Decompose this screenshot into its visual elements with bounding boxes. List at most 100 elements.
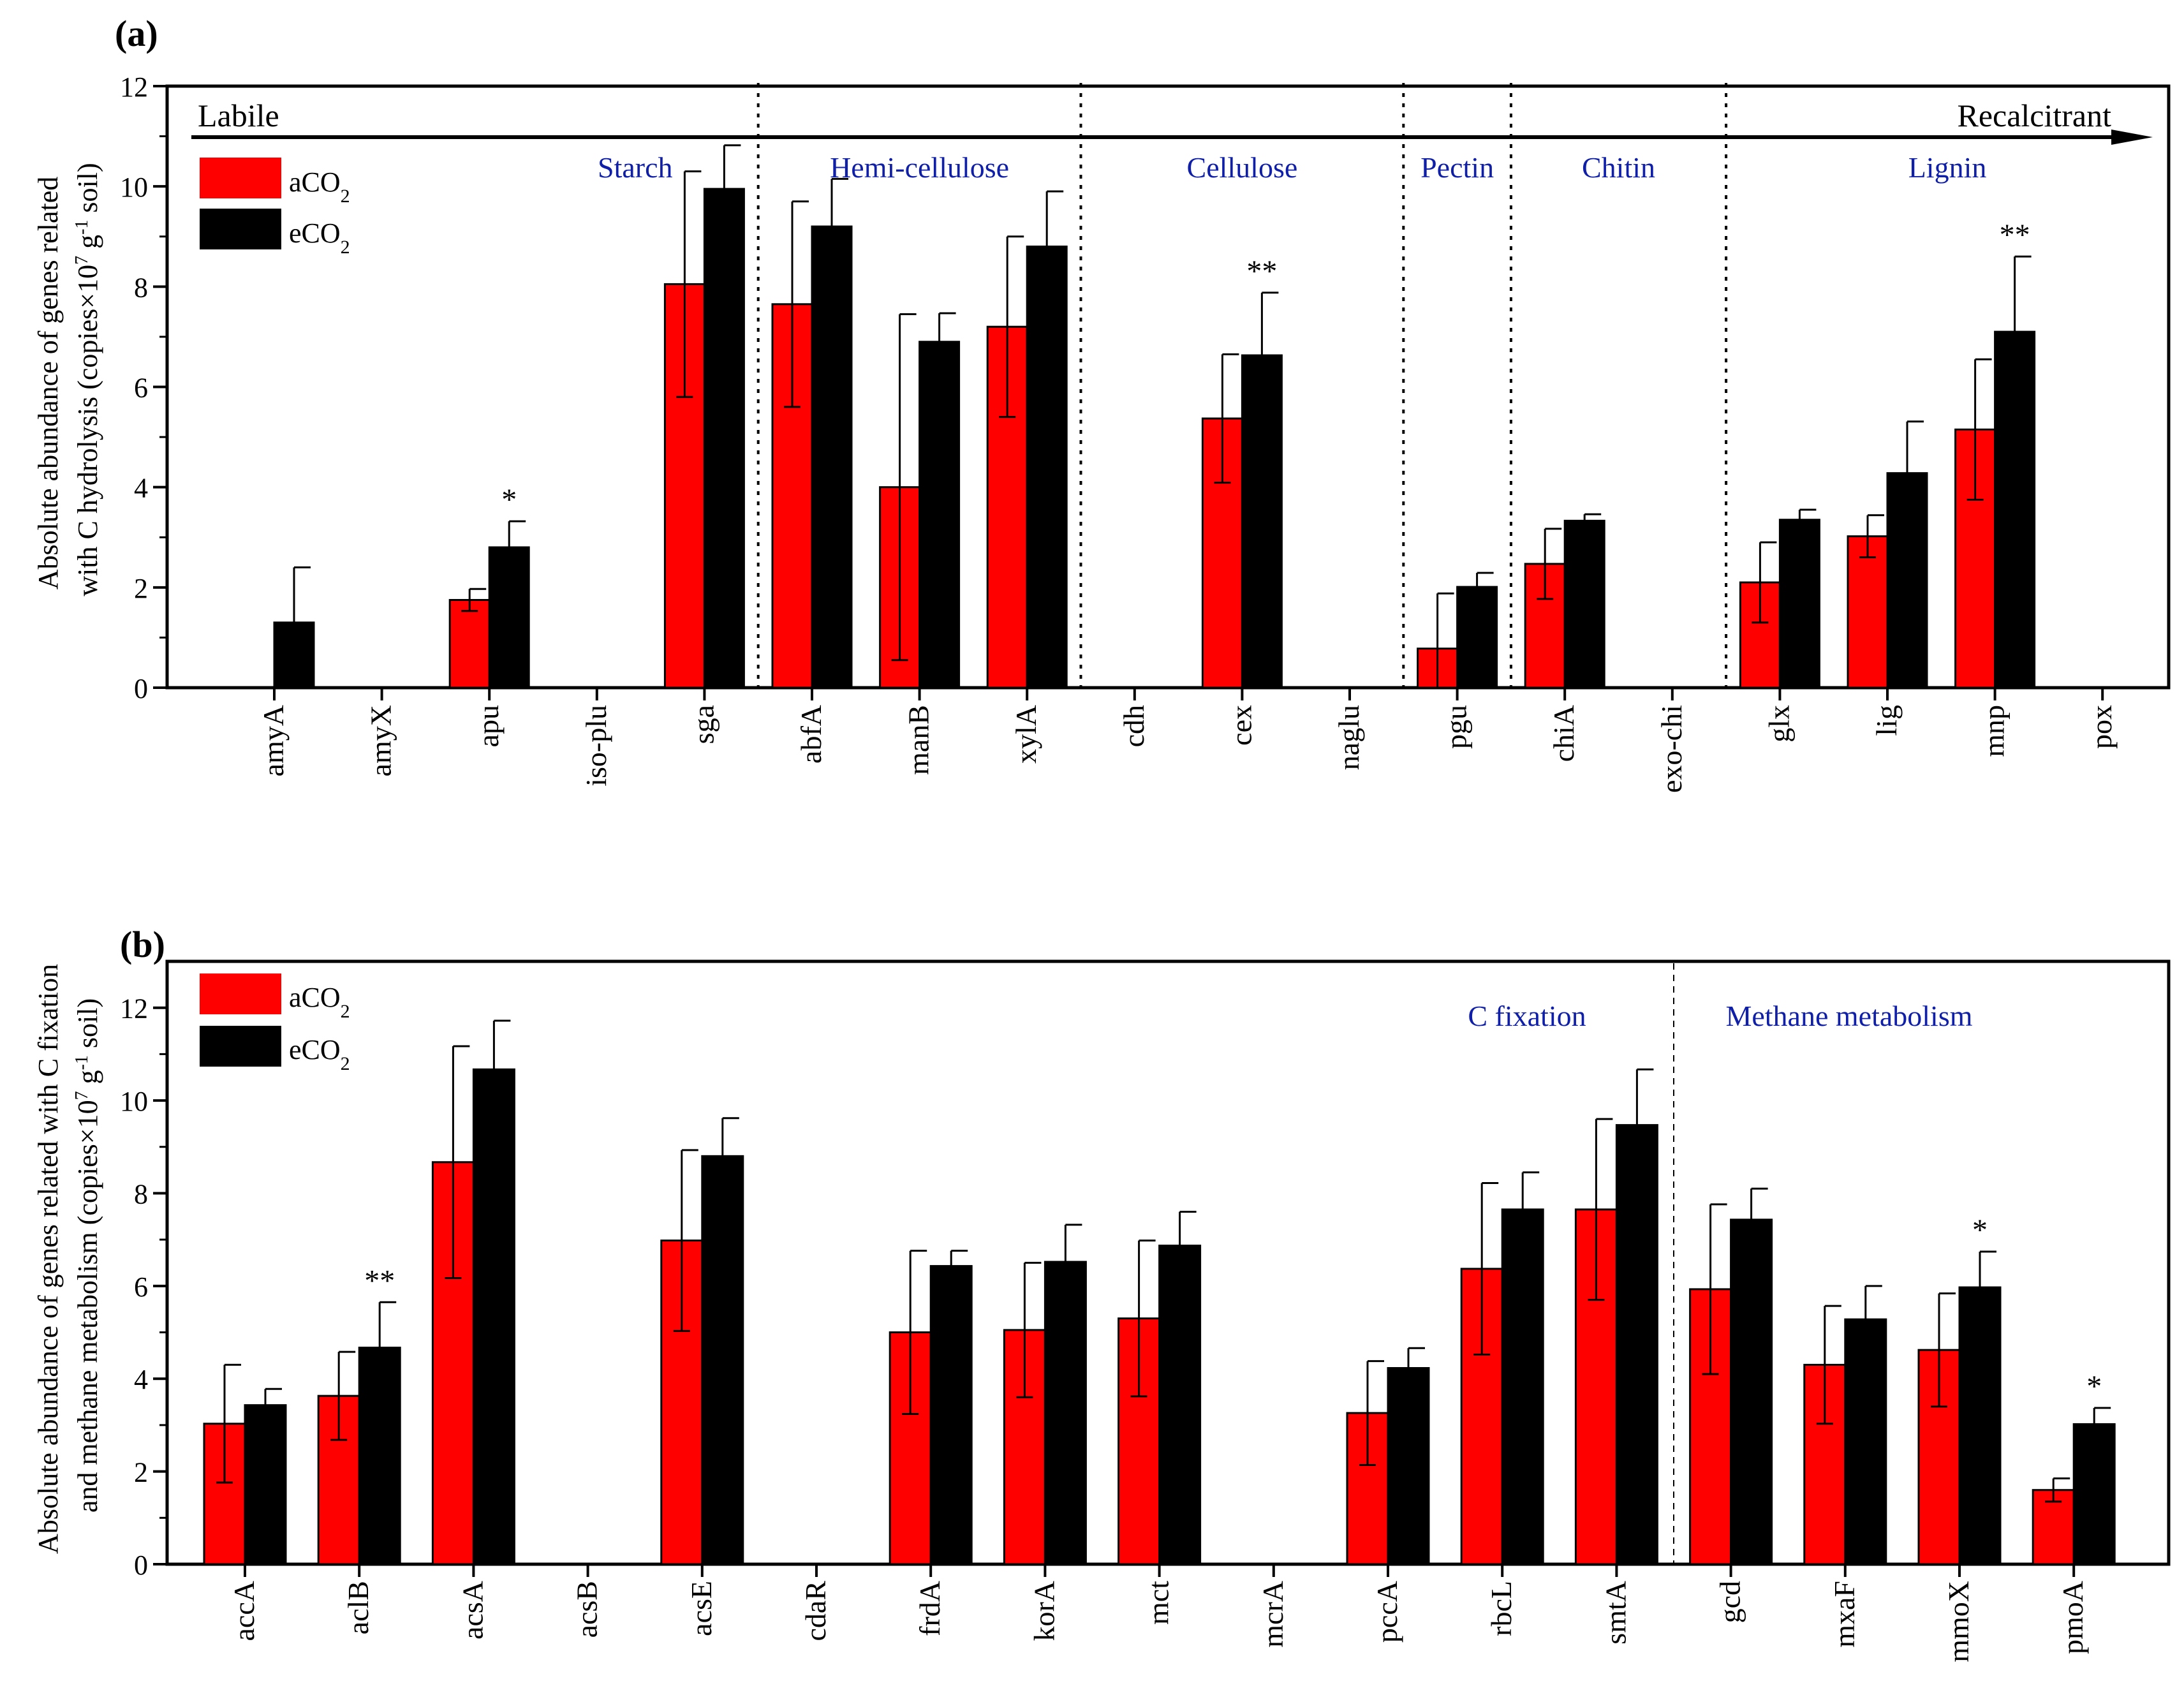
y-tick-label: 0 [134, 673, 148, 704]
x-tick-label: rbcL [1485, 1581, 1517, 1636]
bar-eCO2-aclB [358, 1347, 401, 1565]
y-axis-title-line1: Absolute abundance of genes related with… [33, 964, 64, 1554]
y-tick-label: 6 [134, 373, 148, 404]
y-tick-label: 0 [134, 1550, 148, 1581]
bar-eCO2-mmoX [1958, 1286, 2002, 1565]
legend-label-eCO2: eCO2 [289, 1034, 350, 1074]
region-label: Starch [598, 151, 673, 184]
bar-eCO2-gcd [1730, 1218, 1773, 1565]
x-tick-label: cex [1225, 705, 1257, 746]
x-tick-label: frdA [913, 1581, 946, 1636]
region-label: Hemi-cellulose [830, 151, 1009, 184]
region-label: Pectin [1420, 151, 1494, 184]
x-tick-label: amyX [365, 705, 397, 776]
y-axis-title-line2: with C hydrolysis (copies×107 g-1 soil) [72, 163, 104, 596]
bar-eCO2-pgu [1456, 586, 1498, 689]
region-label: Methane metabolism [1725, 1000, 1972, 1032]
bar-eCO2-glx [1778, 519, 1820, 689]
x-tick-label: pccA [1371, 1581, 1403, 1643]
x-tick-label: pgu [1440, 705, 1473, 749]
legend-swatch-eCO2 [200, 209, 281, 249]
legend-swatch-aCO2 [200, 158, 281, 198]
x-tick-label: aclB [342, 1581, 374, 1634]
x-tick-label: naglu [1332, 705, 1365, 770]
x-tick-label: mmoX [1942, 1581, 1975, 1662]
bar-eCO2-korA [1044, 1261, 1087, 1565]
significance-mark: ** [2000, 218, 2030, 252]
x-tick-label: acsE [685, 1581, 718, 1636]
y-tick-label: 6 [134, 1271, 148, 1303]
x-tick-label: pmoA [2056, 1581, 2089, 1654]
x-tick-label: acsA [456, 1581, 489, 1639]
x-tick-label: xylA [1010, 705, 1042, 764]
bar-eCO2-mct [1158, 1245, 1202, 1565]
bar-eCO2-manB [919, 341, 961, 689]
y-tick-label: 10 [120, 172, 148, 203]
x-tick-label: amyA [257, 705, 290, 776]
significance-mark: ** [1246, 255, 1277, 288]
x-tick-label: cdaR [799, 1581, 832, 1641]
bar-eCO2-acsA [472, 1068, 515, 1565]
x-tick-label: apu [472, 705, 505, 747]
x-tick-label: manB [903, 705, 935, 775]
y-tick-label: 10 [120, 1086, 148, 1117]
x-tick-label: iso-plu [580, 705, 612, 787]
region-label: C fixation [1468, 1000, 1586, 1032]
x-tick-label: smtA [1599, 1581, 1632, 1645]
bar-eCO2-pccA [1387, 1367, 1430, 1565]
y-tick-label: 12 [120, 993, 148, 1025]
arrow-head [2111, 130, 2153, 145]
x-tick-label: exo-chi [1655, 705, 1688, 793]
y-axis-title-line2: and methane metabolism (copies×107 g-1 s… [72, 998, 104, 1513]
bar-eCO2-amyA [273, 621, 315, 689]
y-tick-label: 12 [120, 71, 148, 103]
significance-mark: ** [364, 1264, 395, 1298]
bar-aCO2-apu [448, 598, 491, 689]
x-tick-label: mcrA [1257, 1581, 1289, 1648]
significance-mark: * [501, 483, 517, 517]
significance-mark: * [1972, 1213, 1988, 1247]
bar-eCO2-mxaF [1844, 1318, 1887, 1565]
panel-b: (b) Absolute abundance of genes related … [33, 924, 2171, 1662]
x-tick-label: pox [2085, 705, 2118, 749]
bar-eCO2-acsE [701, 1155, 744, 1565]
bar-eCO2-accA [244, 1404, 287, 1565]
x-tick-label: accA [228, 1581, 260, 1641]
panel-a: (a) Absolute abundance of genes related … [33, 13, 2171, 793]
x-tick-label: lig [1870, 705, 1903, 736]
legend: aCO2 eCO2 [200, 158, 350, 258]
legend-label-aCO2: aCO2 [289, 166, 350, 207]
significance-mark: * [2086, 1370, 2102, 1403]
bar-eCO2-pmoA [2072, 1423, 2116, 1565]
region-label: Cellulose [1187, 151, 1298, 184]
legend-swatch-aCO2 [200, 973, 281, 1014]
bar-aCO2-lig [1847, 535, 1889, 689]
x-tick-label: acsB [571, 1581, 603, 1638]
x-tick-label: mnp [1978, 705, 2011, 757]
x-tick-label: korA [1028, 1581, 1060, 1641]
x-tick-label: mct [1142, 1581, 1175, 1625]
y-tick-label: 4 [134, 473, 148, 504]
y-tick-label: 2 [134, 573, 148, 604]
x-tick-label: chiA [1547, 705, 1580, 762]
x-tick-label: abfA [795, 705, 827, 764]
bar-eCO2-sga [703, 188, 745, 689]
region-label: Chitin [1582, 151, 1655, 184]
bar-eCO2-abfA [811, 225, 853, 689]
bar-eCO2-smtA [1615, 1124, 1658, 1565]
y-axis-title-line1: Absolute abundance of genes related [33, 177, 64, 590]
y-tick-label: 8 [134, 272, 148, 303]
bar-eCO2-frdA [929, 1265, 973, 1565]
arrow-left-label: Labile [198, 98, 279, 133]
bar-eCO2-cex [1241, 354, 1283, 689]
y-axis-title: Absolute abundance of genes related with… [33, 957, 103, 1554]
bar-eCO2-lig [1886, 472, 1928, 689]
y-tick-label: 4 [134, 1364, 148, 1395]
arrow-right-label: Recalcitrant [1957, 98, 2111, 133]
y-tick-label: 8 [134, 1178, 148, 1210]
x-tick-label: sga [687, 705, 719, 744]
y-axis-title: Absolute abundance of genes related with… [33, 163, 103, 596]
x-tick-label: cdh [1118, 705, 1150, 747]
x-tick-label: gcd [1714, 1581, 1746, 1623]
